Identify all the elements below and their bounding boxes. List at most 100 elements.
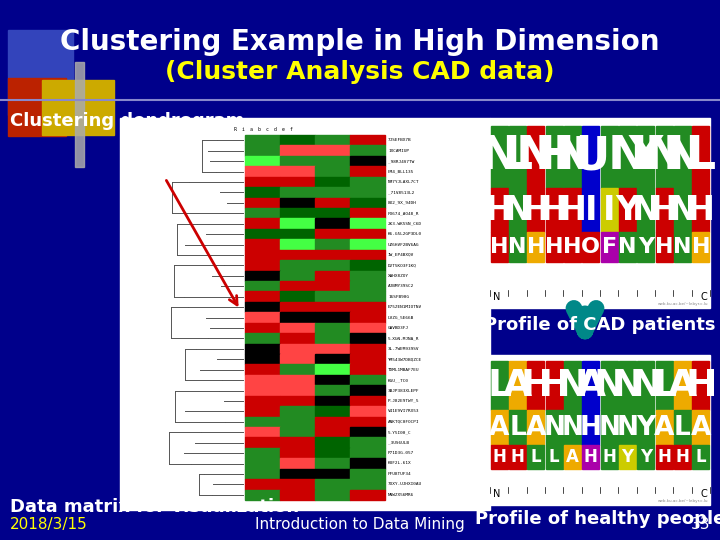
Bar	[280, 333, 315, 343]
Text: I: I	[585, 193, 597, 227]
Text: 8X2_9X_94DH: 8X2_9X_94DH	[388, 201, 417, 205]
Bar	[245, 458, 280, 469]
Bar	[564, 232, 581, 262]
Text: Clustering dendrogram: Clustering dendrogram	[10, 112, 244, 130]
Text: N: N	[598, 415, 620, 441]
Text: Y: Y	[629, 134, 663, 179]
Bar	[315, 469, 350, 479]
Text: N: N	[630, 368, 662, 403]
Text: N: N	[480, 134, 519, 179]
Bar	[491, 126, 508, 188]
Bar	[245, 375, 280, 385]
Text: H: H	[526, 237, 545, 257]
Bar	[350, 333, 385, 343]
Bar	[280, 281, 315, 292]
Bar	[315, 198, 350, 208]
Bar	[350, 448, 385, 458]
Text: C: C	[701, 489, 707, 499]
Bar	[245, 323, 280, 333]
Bar	[656, 361, 672, 410]
Bar	[280, 187, 315, 198]
Bar	[528, 232, 544, 262]
Text: H: H	[492, 448, 506, 466]
Bar	[350, 302, 385, 312]
Text: KGU__TC0: KGU__TC0	[388, 378, 409, 382]
Text: _98RJ4V7TW: _98RJ4V7TW	[388, 159, 414, 163]
Bar	[637, 188, 654, 232]
Bar	[350, 364, 385, 375]
Bar	[315, 292, 350, 302]
Text: N: N	[503, 193, 531, 227]
Bar	[619, 188, 636, 232]
Text: 3L-7WEM939SV: 3L-7WEM939SV	[388, 347, 420, 351]
Bar	[509, 361, 526, 410]
Bar	[656, 232, 672, 262]
Bar	[280, 177, 315, 187]
Text: Y: Y	[640, 448, 652, 466]
Text: A: A	[654, 415, 675, 441]
Bar	[509, 188, 526, 232]
Bar	[315, 208, 350, 218]
Bar	[491, 188, 508, 232]
Text: NNWZX56MR6: NNWZX56MR6	[388, 493, 414, 497]
Bar	[509, 446, 526, 469]
Text: IW_EP4BXQV: IW_EP4BXQV	[388, 253, 414, 257]
Text: H: H	[675, 448, 690, 466]
Bar	[315, 229, 350, 239]
Bar	[280, 479, 315, 490]
Text: N: N	[673, 237, 692, 257]
Bar	[280, 135, 315, 145]
Bar	[315, 385, 350, 396]
Bar	[245, 239, 280, 249]
Text: L: L	[531, 448, 541, 466]
Text: R: R	[233, 127, 236, 132]
Text: 3BJP383XLEPF: 3BJP383XLEPF	[388, 388, 420, 393]
Text: YM543W7DBQZCE: YM543W7DBQZCE	[388, 357, 422, 361]
Text: N: N	[516, 134, 556, 179]
Bar	[546, 126, 562, 188]
Bar	[674, 361, 691, 410]
Bar	[656, 410, 672, 445]
Bar	[245, 156, 280, 166]
Bar	[674, 126, 691, 188]
Text: H: H	[687, 193, 715, 227]
Bar	[693, 361, 709, 410]
Bar	[245, 281, 280, 292]
Text: FO674_AO48_R: FO674_AO48_R	[388, 211, 420, 215]
Text: AJBMY39SC2: AJBMY39SC2	[388, 284, 414, 288]
Text: A: A	[668, 368, 697, 403]
Text: U: U	[572, 134, 610, 179]
Text: N: N	[557, 368, 588, 403]
Text: H: H	[520, 368, 552, 403]
Bar	[509, 126, 526, 188]
Bar	[245, 343, 280, 354]
Bar	[491, 410, 508, 445]
Bar	[315, 249, 350, 260]
Bar	[637, 232, 654, 262]
Bar	[350, 292, 385, 302]
Bar	[280, 229, 315, 239]
Bar	[350, 437, 385, 448]
Bar	[693, 232, 709, 262]
Bar	[315, 490, 350, 500]
Bar	[491, 446, 508, 469]
Bar	[674, 446, 691, 469]
Bar	[350, 427, 385, 437]
Text: P-J82E9TWY_5: P-J82E9TWY_5	[388, 399, 420, 403]
Text: H: H	[510, 448, 524, 466]
Bar	[693, 188, 709, 232]
Bar	[490, 355, 710, 505]
Bar	[315, 135, 350, 145]
Text: H: H	[580, 415, 602, 441]
Bar	[245, 260, 280, 271]
Bar	[280, 271, 315, 281]
Bar	[546, 232, 562, 262]
Bar	[245, 416, 280, 427]
Bar	[350, 156, 385, 166]
Bar	[280, 406, 315, 416]
Bar	[42, 80, 114, 135]
Text: H: H	[540, 193, 568, 227]
Bar	[350, 218, 385, 229]
Bar	[315, 271, 350, 281]
Text: ZK3-WK5SN_C6D: ZK3-WK5SN_C6D	[388, 221, 422, 226]
